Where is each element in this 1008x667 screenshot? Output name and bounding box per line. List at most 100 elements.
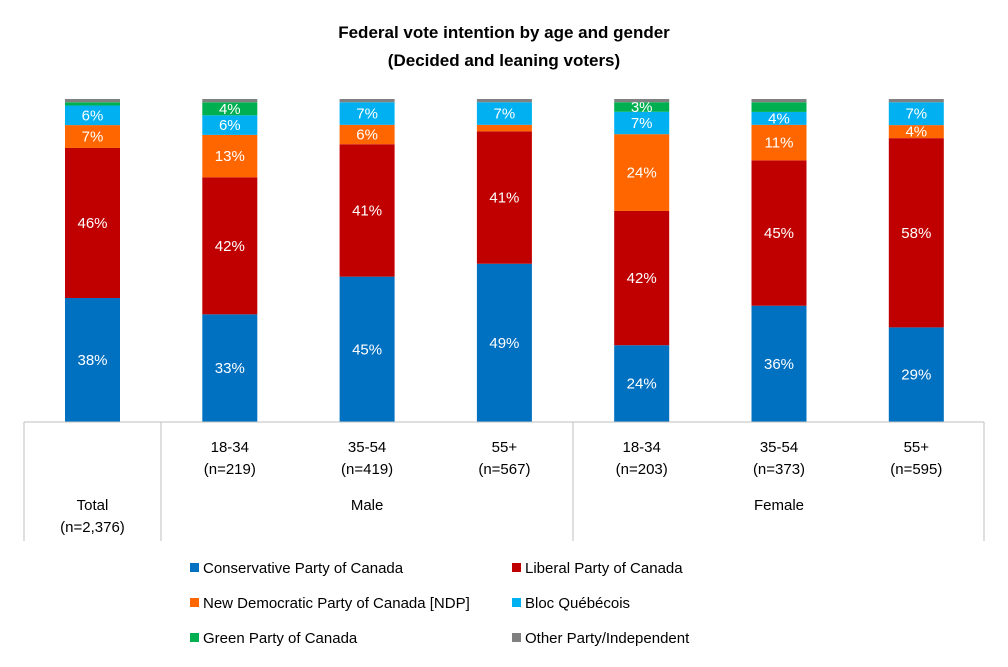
category-label-3: 35-54 [348, 439, 386, 456]
category-sample-7: (n=595) [890, 461, 942, 478]
bar-segment-2-2 [202, 177, 258, 315]
data-label-4-5: 7% [631, 115, 653, 132]
bar-segment-5-5 [614, 102, 670, 112]
bar-segment-4-6 [751, 111, 807, 125]
bar-segment-4-1 [65, 105, 120, 126]
legend-label-4: Bloc Québécois [525, 595, 630, 612]
data-label-4-7: 7% [905, 106, 927, 123]
category-label-4: 55+ [492, 439, 518, 456]
bar-segment-6-2 [202, 99, 258, 103]
category-label-5: 18-34 [623, 439, 661, 456]
category-sample-1: (n=2,376) [60, 519, 125, 536]
data-label-3-6: 11% [765, 135, 794, 152]
legend-label-5: Green Party of Canada [203, 630, 358, 647]
legend-swatch-5 [190, 633, 199, 642]
legend-label-3: New Democratic Party of Canada [NDP] [203, 595, 470, 612]
data-label-1-7: 29% [901, 367, 931, 384]
bar-segment-2-4 [476, 131, 532, 264]
bar-segment-6-5 [614, 99, 670, 103]
bar-segment-4-4 [476, 102, 532, 125]
bar-segment-1-7 [888, 327, 944, 422]
bar-segment-3-7 [888, 125, 944, 139]
bar-segment-3-3 [339, 124, 395, 145]
data-label-1-2: 33% [215, 360, 245, 377]
category-sample-4: (n=567) [478, 461, 530, 478]
bar-segment-1-5 [614, 345, 670, 422]
group-label-3: Female [754, 497, 804, 514]
bar-segment-3-2 [202, 134, 258, 178]
legend-swatch-2 [512, 563, 521, 572]
bar-segment-3-6 [751, 124, 807, 161]
group-label-2: Male [351, 497, 384, 514]
bar-segment-5-2 [202, 102, 258, 116]
legend: Conservative Party of Canada Liberal Part… [190, 560, 690, 647]
bar-segment-2-7 [888, 138, 944, 328]
legend-swatch-3 [190, 598, 199, 607]
data-label-1-4: 49% [489, 335, 519, 352]
bar-segment-2-1 [65, 147, 120, 299]
bar-segment-1-4 [476, 263, 532, 422]
category-label-7: 55+ [904, 439, 930, 456]
data-label-4-3: 7% [356, 106, 378, 123]
bar-segment-1-6 [751, 305, 807, 422]
bar-segment-1-1 [65, 298, 120, 422]
bar-segment-2-6 [751, 160, 807, 306]
data-label-4-1: 6% [82, 107, 104, 124]
data-label-3-2: 13% [215, 148, 245, 165]
data-label-5-2: 4% [219, 101, 241, 118]
category-label-2: 18-34 [211, 439, 249, 456]
data-label-1-6: 36% [764, 356, 794, 373]
data-label-2-1: 46% [77, 215, 107, 232]
legend-swatch-1 [190, 563, 199, 572]
data-label-3-1: 7% [82, 129, 104, 146]
data-label-3-5: 24% [627, 165, 657, 182]
bar-segment-2-5 [614, 210, 670, 346]
data-label-2-3: 41% [352, 202, 382, 219]
legend-swatch-6 [512, 633, 521, 642]
bar-segment-6-3 [339, 99, 395, 103]
bar-segment-4-7 [888, 102, 944, 126]
bar-segment-3-1 [65, 125, 120, 148]
category-sample-6: (n=373) [753, 461, 805, 478]
category-label-1: Total [77, 497, 109, 514]
bar-segment-2-3 [339, 144, 395, 277]
data-label-2-5: 42% [627, 270, 657, 287]
chart-title: Federal vote intention by age and gender [338, 23, 670, 42]
data-label-3-7: 4% [905, 124, 927, 141]
data-label-4-4: 7% [494, 106, 516, 123]
bar-segment-1-3 [339, 276, 395, 422]
category-table: 18-34 (n=219) 35-54 (n=419) 55+ (n=567) 18-34 (… [23, 421, 985, 541]
category-sample-3: (n=419) [341, 461, 393, 478]
bar-segment-5-6 [751, 102, 807, 112]
bar-segment-4-5 [614, 111, 670, 135]
bar-segment-6-7 [888, 99, 944, 103]
data-label-1-5: 24% [627, 376, 657, 393]
bar-segment-4-2 [202, 115, 258, 135]
data-label-5-5: 3% [631, 99, 653, 116]
bar-segment-1-2 [202, 314, 258, 422]
data-label-1-1: 38% [77, 352, 107, 369]
bar-segment-6-4 [476, 99, 532, 103]
data-label-4-6: 4% [768, 110, 790, 127]
data-label-2-7: 58% [901, 225, 931, 242]
category-label-6: 35-54 [760, 439, 798, 456]
bars-layer: 38%46%7%6%33%42%13%6%4%45%41%6%7%49%41%7… [65, 99, 944, 422]
legend-label-6: Other Party/Independent [525, 630, 690, 647]
data-label-2-4: 41% [489, 190, 519, 207]
bar-segment-3-5 [614, 134, 670, 211]
data-label-2-2: 42% [215, 238, 245, 255]
data-label-2-6: 45% [764, 225, 794, 242]
data-label-4-2: 6% [219, 117, 241, 134]
category-sample-5: (n=203) [616, 461, 668, 478]
legend-label-1: Conservative Party of Canada [203, 560, 404, 577]
legend-label-2: Liberal Party of Canada [525, 560, 683, 577]
bar-segment-3-4 [476, 124, 532, 132]
bar-segment-6-6 [751, 99, 807, 103]
data-label-1-3: 45% [352, 341, 382, 358]
data-label-3-3: 6% [356, 127, 378, 144]
category-sample-2: (n=219) [204, 461, 256, 478]
bar-segment-4-3 [339, 102, 395, 125]
bar-segment-6-1 [65, 99, 120, 103]
